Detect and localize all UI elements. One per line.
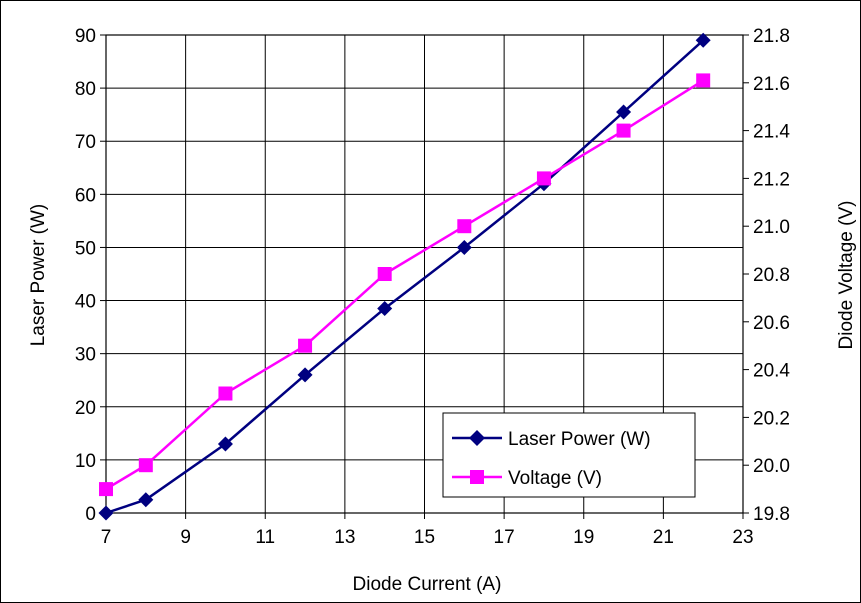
right-y-tick-label: 20.4 bbox=[753, 361, 790, 382]
x-axis-title: Diode Current (A) bbox=[353, 574, 502, 595]
voltage-data-point bbox=[536, 171, 551, 186]
laser-power-data-point bbox=[695, 32, 711, 48]
left-y-tick-label: 90 bbox=[75, 26, 96, 47]
right-y-tick-label: 21.4 bbox=[753, 122, 790, 143]
voltage-data-point bbox=[377, 267, 392, 281]
series-layer bbox=[98, 32, 711, 521]
laser-power-data-point bbox=[456, 239, 472, 255]
x-tick-label: 17 bbox=[494, 527, 515, 548]
x-tick-label: 13 bbox=[334, 527, 355, 548]
voltage-data-point bbox=[616, 123, 631, 138]
right-y-tick-label: 20.6 bbox=[753, 313, 790, 334]
x-tick-label: 23 bbox=[732, 527, 753, 548]
right-y-axis-ticks: 19.8 20.0 20.2 20.4 20.6 20.8 21.0 21.2 21.4 21.6… bbox=[743, 26, 790, 525]
right-y-tick-label: 21.6 bbox=[753, 74, 790, 95]
right-y-tick-label: 20.2 bbox=[753, 408, 790, 429]
voltage-data-point bbox=[99, 482, 113, 497]
x-tick-label: 7 bbox=[101, 527, 112, 548]
laser-power-data-point bbox=[616, 104, 632, 120]
voltage-data-point bbox=[696, 73, 711, 88]
left-y-tick-label: 40 bbox=[75, 292, 96, 313]
laser-power-data-point bbox=[217, 436, 233, 452]
voltage-data-point bbox=[457, 219, 472, 234]
x-axis-ticks: 7 9 11 13 15 17 19 21 23 bbox=[101, 513, 754, 548]
x-tick-label: 19 bbox=[573, 527, 594, 548]
legend-laser-power-label: Laser Power (W) bbox=[508, 429, 651, 450]
laser-power-data-point bbox=[377, 301, 393, 317]
x-tick-label: 11 bbox=[255, 527, 275, 548]
voltage-data-point bbox=[298, 338, 313, 353]
right-y-tick-label: 21.0 bbox=[753, 217, 790, 238]
left-y-tick-label: 0 bbox=[85, 504, 96, 525]
right-y-tick-label: 21.8 bbox=[753, 26, 790, 47]
right-y-axis-title: Diode Voltage (V) bbox=[836, 201, 857, 350]
left-y-tick-label: 80 bbox=[75, 79, 96, 100]
right-y-tick-label: 19.8 bbox=[753, 504, 790, 525]
laser-power-data-point bbox=[98, 505, 114, 521]
right-y-tick-label: 20.8 bbox=[753, 265, 790, 286]
left-y-tick-label: 60 bbox=[75, 185, 96, 206]
left-y-tick-label: 10 bbox=[75, 451, 96, 472]
laser-power-data-point bbox=[297, 367, 313, 383]
left-y-tick-label: 30 bbox=[75, 345, 96, 366]
left-y-tick-label: 20 bbox=[75, 398, 96, 419]
voltage-data-point bbox=[138, 458, 153, 473]
right-y-tick-label: 20.0 bbox=[753, 456, 790, 477]
left-y-axis-ticks: 0 10 20 30 40 50 60 70 80 90 bbox=[75, 26, 106, 525]
voltage-data-point bbox=[218, 386, 233, 401]
left-y-tick-label: 70 bbox=[75, 132, 96, 153]
x-tick-label: 15 bbox=[414, 527, 435, 548]
legend: Laser Power (W) Voltage (V) bbox=[442, 412, 696, 498]
legend-laser-power-marker bbox=[469, 430, 485, 446]
x-tick-label: 9 bbox=[180, 527, 191, 548]
legend-voltage-marker bbox=[470, 470, 484, 484]
laser-power-data-point bbox=[138, 492, 154, 508]
left-y-tick-label: 50 bbox=[75, 238, 96, 259]
legend-voltage-label: Voltage (V) bbox=[508, 468, 602, 489]
x-tick-label: 21 bbox=[653, 527, 674, 548]
left-y-axis-title: Laser Power (W) bbox=[28, 204, 49, 347]
legend-box bbox=[442, 412, 696, 498]
right-y-tick-label: 21.2 bbox=[753, 169, 790, 190]
